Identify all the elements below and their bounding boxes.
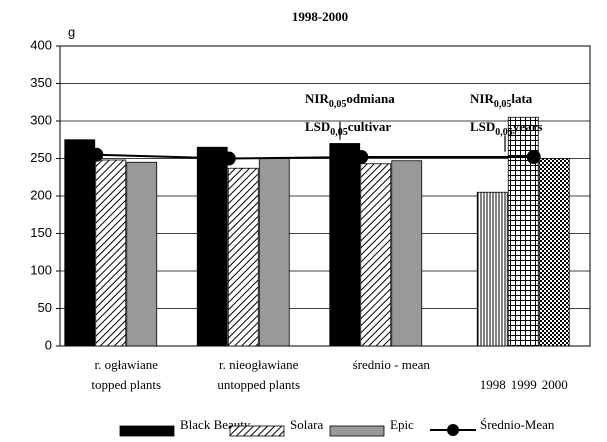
bar [126,161,158,347]
annotation-main: NIR [305,91,329,106]
y-tick-label: 300 [30,112,52,127]
annotation-main: LSD [305,119,330,134]
mean-marker [526,150,541,164]
x-tick-label: topped plants [91,377,161,392]
x-tick-label: średnio - mean [353,357,431,372]
annotation-rest: years [513,119,543,134]
y-tick-label: 350 [30,75,52,90]
y-axis-label: g [68,24,75,39]
annotation: LSD0,05cultivar [305,119,391,138]
bar [329,143,361,347]
bar [391,160,423,347]
x-tick-label: untopped plants [217,377,300,392]
plot-frame [59,45,591,347]
annotation-sub: 0,05 [495,127,513,138]
y-tick-label: 0 [45,337,52,352]
year-label: 1999 [511,377,537,392]
mean-marker [354,150,369,164]
mean-marker [221,151,236,166]
legend-marker [447,424,459,436]
year-label: 2000 [542,377,568,392]
legend-label: Średnio-Mean [480,417,555,432]
annotation-rest: lata [511,91,532,106]
annotation: LSD0,05years [470,119,542,138]
annotation-main: LSD [470,119,495,134]
year-bar [476,191,508,347]
legend-label: Solara [290,417,323,432]
legend-swatch [119,425,175,437]
legend-label: Epic [390,417,414,432]
x-tick-label: r. nieogławiane [219,357,299,372]
bar [227,167,259,347]
chart-title: 1998-2000 [292,9,348,24]
x-tick-label: r. ogławiane [94,357,158,372]
annotation-rest: odmiana [346,91,395,106]
bar [258,158,290,347]
y-tick-label: 150 [30,225,52,240]
annotation-sub: 0,05 [494,99,512,110]
year-label: 1998 [480,377,506,392]
bar [64,139,96,347]
y-tick-label: 250 [30,150,52,165]
y-tick-label: 400 [30,37,52,52]
y-tick-label: 50 [38,300,52,315]
annotation-main: NIR [470,91,494,106]
annotation-sub: 0,05 [329,99,347,110]
mean-marker [89,147,104,162]
y-tick-label: 100 [30,262,52,277]
annotation-sub: 0,05 [330,127,348,138]
bar [95,159,127,347]
annotation: NIR0,05lata [470,91,533,110]
year-bar [538,158,570,347]
bar [196,146,228,347]
y-tick-label: 200 [30,187,52,202]
legend-swatch [329,425,385,437]
annotation: NIR0,05odmiana [305,91,395,110]
annotation-rest: cultivar [348,119,392,134]
mean-line [96,153,534,160]
bar [360,163,392,347]
legend-swatch [229,425,285,437]
